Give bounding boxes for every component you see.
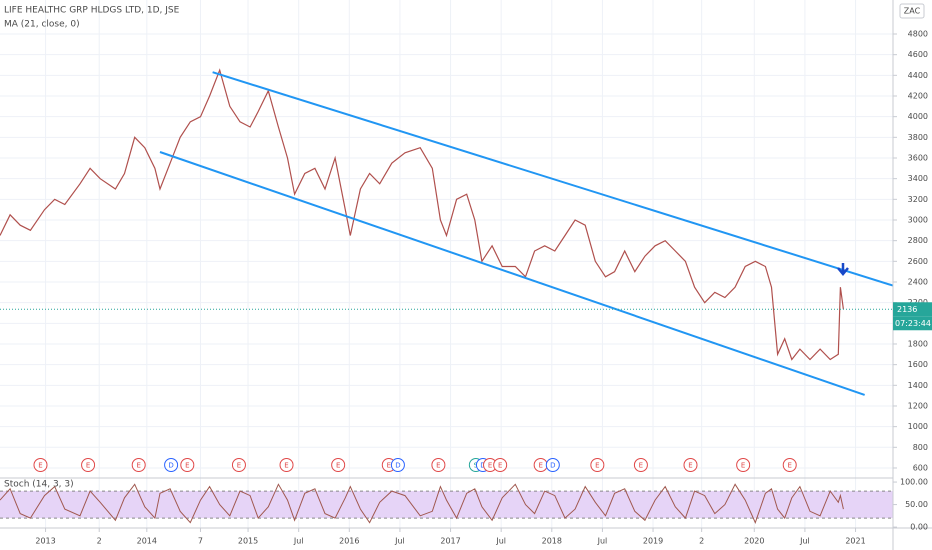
event-label: E [336, 462, 340, 470]
event-label: E [741, 462, 745, 470]
event-marker [33, 458, 48, 472]
y-tick-label: 4200 [908, 91, 928, 100]
event-label: E [387, 462, 391, 470]
y-tick-label: 4800 [908, 29, 928, 38]
grid [0, 0, 893, 528]
stoch-band [0, 491, 893, 519]
x-tick-label: 2015 [238, 537, 258, 546]
x-tick-label: 2014 [137, 537, 157, 546]
y-tick-label: 2800 [908, 236, 928, 245]
countdown: 07:23:44 [895, 319, 931, 328]
x-tick-label: Jul [597, 537, 608, 546]
currency-box[interactable] [899, 3, 925, 19]
event-label: E [538, 462, 542, 470]
stoch-tick-label: 100.00 [900, 478, 928, 487]
y-tick-label: 1600 [908, 360, 928, 369]
last-price-label: 2136 [897, 305, 917, 314]
countdown-tag [893, 316, 932, 331]
price-line [0, 68, 844, 361]
y-tick-label: 4400 [908, 71, 928, 80]
x-tick-label: 7 [198, 537, 203, 546]
channel-line [212, 71, 894, 287]
event-label: E [788, 462, 792, 470]
y-tick-label: 2600 [908, 257, 928, 266]
stoch-label: Stoch (14, 3, 3) [4, 480, 74, 490]
event-label: D [480, 462, 485, 470]
event-label: E [86, 462, 90, 470]
event-label: E [639, 462, 643, 470]
y-tick-label: 1400 [908, 381, 928, 390]
event-label: D [550, 462, 555, 470]
currency: ZAC [904, 7, 921, 16]
event-marker [782, 458, 797, 472]
y-tick-label: 600 [913, 463, 928, 472]
event-marker [683, 458, 698, 472]
indicator-label: MA (21, close, 0) [4, 20, 80, 30]
event-marker [590, 458, 605, 472]
event-marker [633, 458, 648, 472]
stoch-tick-label: 50.00 [905, 500, 928, 509]
stoch-line [0, 483, 844, 524]
x-tick-label: 2018 [542, 537, 562, 546]
arrow-annotation [837, 263, 849, 276]
event-label: E [38, 462, 42, 470]
event-label: E [436, 462, 440, 470]
axes: 6008001000120014001600180020002200240026… [35, 29, 932, 546]
event-marker [81, 458, 96, 472]
event-marker [231, 458, 246, 472]
event-marker [180, 458, 195, 472]
channel-line [159, 151, 865, 396]
event-label: D [395, 462, 400, 470]
event-label: E [284, 462, 288, 470]
event-marker [131, 458, 146, 472]
x-tick-label: 2020 [744, 537, 764, 546]
event-label: E [488, 462, 492, 470]
event-marker [736, 458, 751, 472]
y-tick-label: 1000 [908, 422, 928, 431]
x-tick-label: 2 [699, 537, 704, 546]
x-tick-label: 2013 [35, 537, 55, 546]
y-tick-label: 3600 [908, 153, 928, 162]
y-tick-label: 4600 [908, 50, 928, 59]
event-label: E [688, 462, 692, 470]
x-tick-label: Jul [495, 537, 506, 546]
event-label: E [237, 462, 241, 470]
stoch-tick-label: 0.00 [910, 523, 928, 532]
event-label: E [498, 462, 502, 470]
event-marker [390, 458, 405, 472]
x-tick-label: Jul [394, 537, 405, 546]
event-marker [279, 458, 294, 472]
x-tick-label: 2019 [643, 537, 663, 546]
event-label: D [168, 462, 173, 470]
x-tick-label: 2 [97, 537, 102, 546]
x-tick-label: Jul [293, 537, 304, 546]
event-label: E [595, 462, 599, 470]
y-tick-label: 3200 [908, 195, 928, 204]
chart-title: LIFE HEALTHC GRP HLDGS LTD, 1D, JSE [4, 6, 180, 16]
y-tick-label: 3800 [908, 133, 928, 142]
y-tick-label: 1200 [908, 401, 928, 410]
y-tick-label: 2400 [908, 277, 928, 286]
x-tick-label: 2021 [845, 537, 865, 546]
event-marker [493, 458, 508, 472]
event-marker [545, 458, 560, 472]
event-marker [331, 458, 346, 472]
y-tick-label: 3400 [908, 174, 928, 183]
x-tick-label: 2017 [440, 537, 460, 546]
x-tick-label: 2016 [339, 537, 359, 546]
x-tick-label: Jul [799, 537, 810, 546]
event-label: E [185, 462, 189, 470]
event-marker [164, 458, 179, 472]
last-price-tag [893, 302, 932, 317]
y-tick-label: 1800 [908, 339, 928, 348]
y-tick-label: 800 [913, 443, 928, 452]
event-label: E [136, 462, 140, 470]
y-tick-label: 4000 [908, 112, 928, 121]
y-tick-label: 3000 [908, 215, 928, 224]
event-marker [431, 458, 446, 472]
